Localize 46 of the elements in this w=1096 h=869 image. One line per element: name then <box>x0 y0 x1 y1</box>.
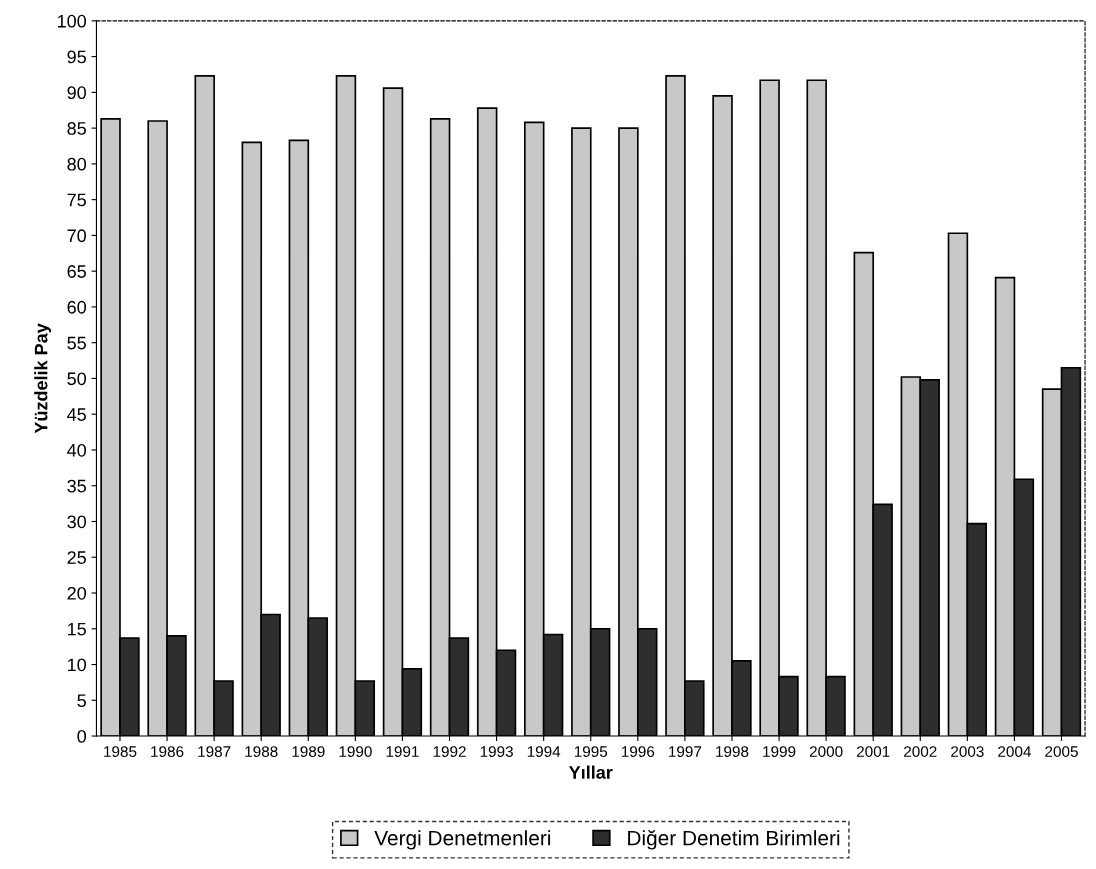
x-tick-label: 2003 <box>951 746 984 757</box>
y-tick-label: 25 <box>67 551 86 564</box>
y-tick-label: 15 <box>68 622 86 636</box>
x-tick-label: 1999 <box>763 746 796 757</box>
x-axis-title: Yıllar <box>568 765 613 779</box>
legend-label: Vergi Denetmenleri <box>374 830 551 850</box>
y-tick-label: 50 <box>67 372 87 386</box>
y-tick-label: 80 <box>67 157 87 171</box>
y-tick-label: 100 <box>57 14 87 28</box>
x-tick-label: 1996 <box>621 746 655 757</box>
x-tick-label: 1985 <box>104 746 137 757</box>
y-tick-label: 20 <box>67 586 87 600</box>
x-tick-label: 1989 <box>292 746 325 757</box>
y-tick-label: 45 <box>67 408 86 421</box>
y-tick-label: 5 <box>77 694 86 707</box>
x-tick-label: 1987 <box>198 746 231 757</box>
y-tick-label: 95 <box>67 50 86 64</box>
x-tick-label: 2005 <box>1045 746 1078 757</box>
x-tick-label: 2001 <box>856 746 890 757</box>
x-tick-label: 1988 <box>245 746 278 757</box>
x-tick-label: 2004 <box>998 746 1031 757</box>
x-tick-label: 1991 <box>386 746 419 757</box>
y-axis-title: Yüzdelik Pay <box>34 323 52 434</box>
y-tick-label: 0 <box>77 729 87 743</box>
x-tick-label: 1995 <box>574 746 608 757</box>
x-tick-label: 2000 <box>809 746 843 757</box>
x-tick-label: 1990 <box>339 746 372 757</box>
y-tick-label: 40 <box>67 443 87 457</box>
x-tick-label: 1993 <box>480 746 513 757</box>
x-tick-label: 1998 <box>716 746 749 757</box>
x-tick-label: 1986 <box>151 746 184 757</box>
legend-label: Diğer Denetim Birimleri <box>628 829 840 850</box>
y-tick-label: 10 <box>68 658 87 672</box>
y-tick-label: 30 <box>67 515 87 529</box>
y-tick-label: 85 <box>67 122 86 135</box>
y-tick-label: 90 <box>67 86 87 100</box>
y-tick-label: 75 <box>67 193 86 207</box>
y-tick-label: 70 <box>67 229 87 243</box>
x-tick-label: 1992 <box>433 746 466 757</box>
y-tick-label: 55 <box>67 336 86 350</box>
x-tick-label: 1994 <box>527 746 561 757</box>
y-tick-label: 60 <box>67 300 87 314</box>
y-tick-label: 35 <box>67 479 86 493</box>
x-tick-label: 1997 <box>669 746 702 757</box>
x-tick-label: 2002 <box>904 746 937 757</box>
y-tick-label: 65 <box>67 265 86 278</box>
